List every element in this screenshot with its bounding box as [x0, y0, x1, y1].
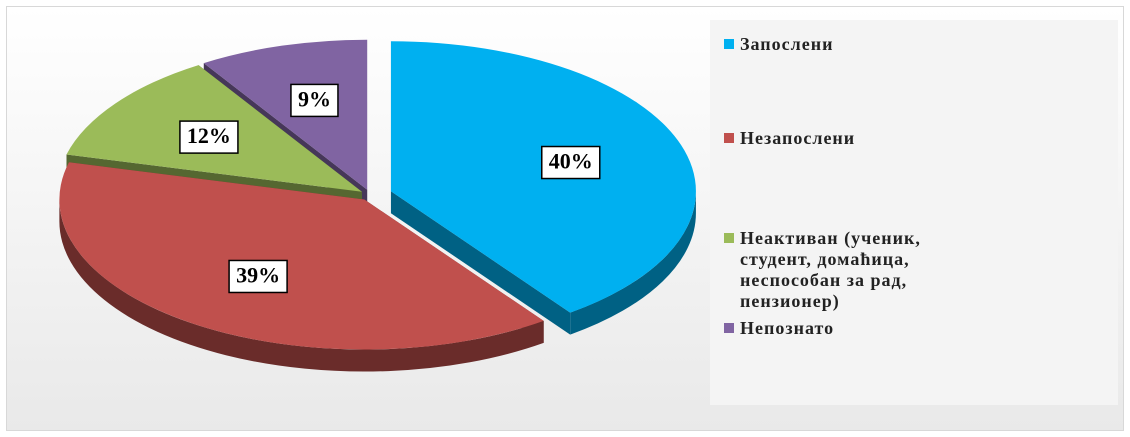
- legend-swatch: [724, 323, 734, 333]
- data-label-box: [290, 83, 339, 118]
- data-label: 39%: [236, 263, 280, 288]
- legend-label: Запослени: [740, 34, 834, 54]
- data-label-box: [179, 120, 239, 154]
- legend-item: Непознато: [724, 318, 1110, 339]
- legend-label: Непознато: [740, 318, 835, 338]
- legend-swatch: [724, 39, 734, 49]
- slice-side: [570, 191, 696, 335]
- slice-wall: [390, 191, 571, 335]
- slice-top: [203, 39, 368, 190]
- legend-item: Незапослени: [724, 128, 1110, 149]
- legend-swatch: [724, 233, 734, 243]
- slice-side: [59, 199, 544, 372]
- data-label-box: [541, 145, 601, 180]
- slice: [59, 162, 544, 372]
- legend-swatch: [724, 133, 734, 143]
- legend-item: Запослени: [724, 34, 1110, 55]
- data-label: 40%: [549, 149, 593, 174]
- data-label-box: [228, 259, 288, 294]
- slice-top: [59, 162, 544, 350]
- legend-item: Неактиван (ученик, студент, домаћица, не…: [724, 228, 930, 312]
- data-label: 9%: [298, 86, 331, 111]
- legend-label: Незапослени: [740, 128, 856, 148]
- legend: Запослени Незапослени Неактиван (ученик, с…: [710, 20, 1118, 405]
- legend-label: Неактиван (ученик, студент, домаћица, не…: [740, 228, 921, 311]
- data-label: 12%: [187, 123, 231, 148]
